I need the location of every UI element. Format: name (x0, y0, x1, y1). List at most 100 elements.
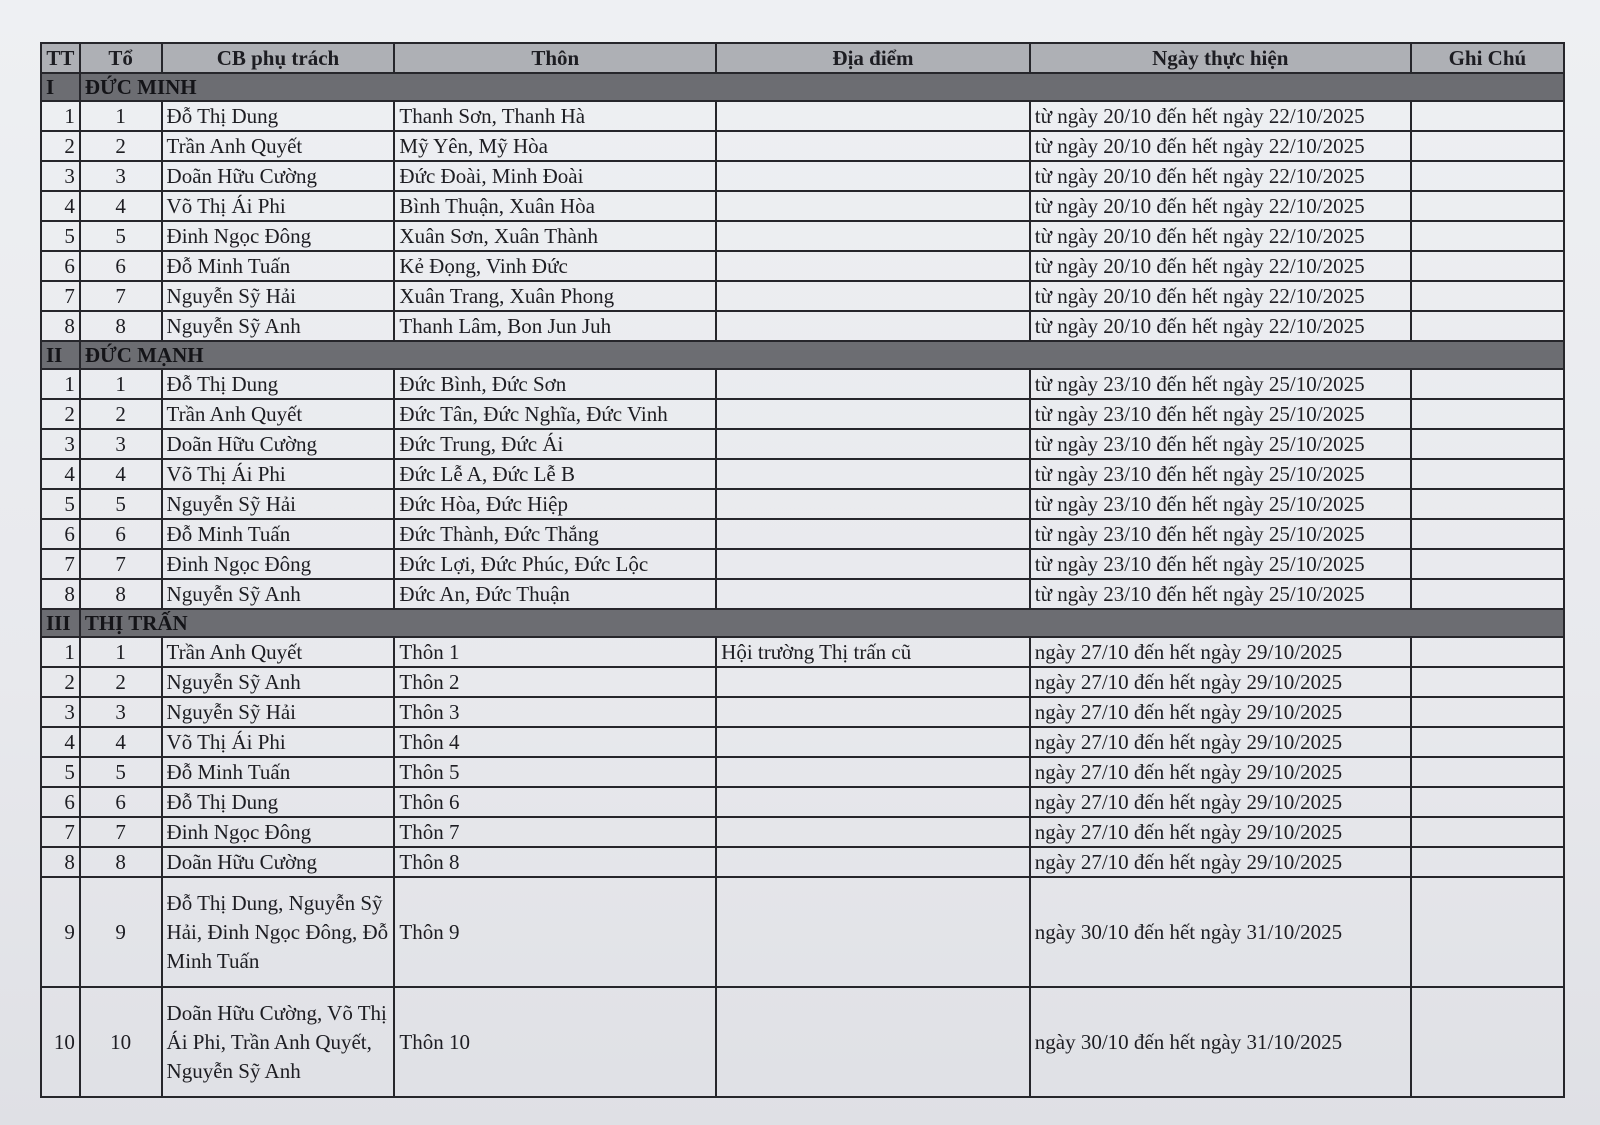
cell-cb-phu-trach: Trần Anh Quyết (160, 398, 396, 430)
cell-cb-phu-trach: Đỗ Thị Dung (160, 786, 396, 818)
cell-dia-diem (715, 160, 1031, 192)
cell-to: 3 (78, 428, 163, 460)
cell-to: 10 (78, 986, 163, 1098)
cell-tt: 1 (40, 636, 81, 668)
cell-cb-phu-trach: Đỗ Minh Tuấn (160, 250, 396, 282)
cell-tt: 6 (40, 786, 81, 818)
cell-cb-phu-trach: Doãn Hữu Cường (160, 428, 396, 460)
section-row: I ĐỨC MINH (40, 72, 1566, 102)
cell-cb-phu-trach: Võ Thị Ái Phi (160, 190, 396, 222)
cell-ghi-chu (1409, 368, 1566, 400)
cell-tt: 10 (40, 986, 81, 1098)
table-row: 3 3 Nguyễn Sỹ Hải Thôn 3 ngày 27/10 đến hết … (40, 696, 1566, 728)
cell-tt: 8 (40, 578, 81, 610)
cell-ghi-chu (1409, 876, 1566, 988)
cell-dia-diem (715, 548, 1031, 580)
cell-ghi-chu (1409, 636, 1566, 668)
cell-ngay-thuc-hien: từ ngày 23/10 đến hết ngày 25/10/2025 (1028, 488, 1412, 520)
cell-ghi-chu (1409, 696, 1566, 728)
cell-thon: Kẻ Đọng, Vinh Đức (393, 250, 718, 282)
cell-thon: Thôn 5 (393, 756, 718, 788)
cell-thon: Đức Trung, Đức Ái (393, 428, 718, 460)
cell-tt: 3 (40, 160, 81, 192)
cell-ghi-chu (1409, 666, 1566, 698)
cell-thon: Thôn 10 (393, 986, 718, 1098)
section-row: III THỊ TRẤN (40, 608, 1566, 638)
table-row: 4 4 Võ Thị Ái Phi Bình Thuận, Xuân Hòa từ ng… (40, 190, 1566, 222)
cell-ghi-chu (1409, 786, 1566, 818)
cell-tt: 8 (40, 310, 81, 342)
cell-thon: Đức Tân, Đức Nghĩa, Đức Vinh (393, 398, 718, 430)
cell-ghi-chu (1409, 130, 1566, 162)
cell-ghi-chu (1409, 518, 1566, 550)
table-row: 5 5 Đỗ Minh Tuấn Thôn 5 ngày 27/10 đến hết n… (40, 756, 1566, 788)
header-tt: TT (40, 42, 81, 74)
cell-dia-diem (715, 786, 1031, 818)
section-name: ĐỨC MẠNH (78, 340, 1566, 370)
cell-tt: 4 (40, 458, 81, 490)
header-cb: CB phụ trách (160, 42, 396, 74)
cell-tt: 7 (40, 280, 81, 312)
cell-to: 8 (78, 578, 163, 610)
cell-tt: 1 (40, 368, 81, 400)
cell-ghi-chu (1409, 250, 1566, 282)
cell-cb-phu-trach: Doãn Hữu Cường (160, 160, 396, 192)
cell-cb-phu-trach: Nguyễn Sỹ Anh (160, 578, 396, 610)
cell-cb-phu-trach: Đỗ Thị Dung, Nguyễn Sỹ Hải, Đinh Ngọc Đô… (160, 876, 396, 988)
cell-dia-diem (715, 280, 1031, 312)
cell-dia-diem (715, 696, 1031, 728)
table-row: 8 8 Nguyễn Sỹ Anh Đức An, Đức Thuận từ ngày … (40, 578, 1566, 610)
cell-thon: Đức Lễ A, Đức Lễ B (393, 458, 718, 490)
cell-dia-diem: Hội trường Thị trấn cũ (715, 636, 1031, 668)
cell-thon: Bình Thuận, Xuân Hòa (393, 190, 718, 222)
cell-cb-phu-trach: Nguyễn Sỹ Hải (160, 280, 396, 312)
cell-to: 4 (78, 458, 163, 490)
table-row: 6 6 Đỗ Minh Tuấn Đức Thành, Đức Thắng từ ngà… (40, 518, 1566, 550)
cell-thon: Mỹ Yên, Mỹ Hòa (393, 130, 718, 162)
cell-ngay-thuc-hien: ngày 27/10 đến hết ngày 29/10/2025 (1028, 786, 1412, 818)
cell-ghi-chu (1409, 488, 1566, 520)
table-row: 6 6 Đỗ Minh Tuấn Kẻ Đọng, Vinh Đức từ ngày 2… (40, 250, 1566, 282)
cell-ngay-thuc-hien: từ ngày 23/10 đến hết ngày 25/10/2025 (1028, 428, 1412, 460)
cell-cb-phu-trach: Nguyễn Sỹ Hải (160, 488, 396, 520)
table-row: 2 2 Trần Anh Quyết Đức Tân, Đức Nghĩa, Đức … (40, 398, 1566, 430)
cell-thon: Đức Lợi, Đức Phúc, Đức Lộc (393, 548, 718, 580)
cell-cb-phu-trach: Đỗ Minh Tuấn (160, 518, 396, 550)
cell-thon: Đức Thành, Đức Thắng (393, 518, 718, 550)
cell-to: 7 (78, 816, 163, 848)
cell-thon: Thôn 8 (393, 846, 718, 878)
cell-cb-phu-trach: Đỗ Thị Dung (160, 368, 396, 400)
cell-ghi-chu (1409, 190, 1566, 222)
cell-to: 5 (78, 220, 163, 252)
cell-to: 1 (78, 100, 163, 132)
cell-tt: 3 (40, 696, 81, 728)
cell-ngay-thuc-hien: từ ngày 20/10 đến hết ngày 22/10/2025 (1028, 160, 1412, 192)
cell-tt: 4 (40, 190, 81, 222)
header-ngay: Ngày thực hiện (1028, 42, 1412, 74)
cell-ghi-chu (1409, 756, 1566, 788)
cell-dia-diem (715, 756, 1031, 788)
cell-thon: Đức Hòa, Đức Hiệp (393, 488, 718, 520)
header-ghi-chu: Ghi Chú (1409, 42, 1566, 74)
section-number: III (40, 608, 81, 638)
table-row: 5 5 Đinh Ngọc Đông Xuân Sơn, Xuân Thành từ n… (40, 220, 1566, 252)
cell-to: 3 (78, 696, 163, 728)
cell-ghi-chu (1409, 816, 1566, 848)
cell-dia-diem (715, 986, 1031, 1098)
cell-dia-diem (715, 578, 1031, 610)
table-row: 1 1 Đỗ Thị Dung Đức Bình, Đức Sơn từ ngày 23… (40, 368, 1566, 400)
cell-ngay-thuc-hien: ngày 27/10 đến hết ngày 29/10/2025 (1028, 696, 1412, 728)
cell-tt: 6 (40, 518, 81, 550)
table-row: 5 5 Nguyễn Sỹ Hải Đức Hòa, Đức Hiệp từ ngày … (40, 488, 1566, 520)
section-number: I (40, 72, 81, 102)
cell-tt: 4 (40, 726, 81, 758)
section-number: II (40, 340, 81, 370)
cell-thon: Thôn 9 (393, 876, 718, 988)
cell-tt: 9 (40, 876, 81, 988)
cell-ngay-thuc-hien: ngày 27/10 đến hết ngày 29/10/2025 (1028, 756, 1412, 788)
cell-ngay-thuc-hien: từ ngày 23/10 đến hết ngày 25/10/2025 (1028, 518, 1412, 550)
cell-to: 5 (78, 756, 163, 788)
cell-ghi-chu (1409, 548, 1566, 580)
cell-ngay-thuc-hien: ngày 27/10 đến hết ngày 29/10/2025 (1028, 666, 1412, 698)
cell-thon: Thôn 2 (393, 666, 718, 698)
